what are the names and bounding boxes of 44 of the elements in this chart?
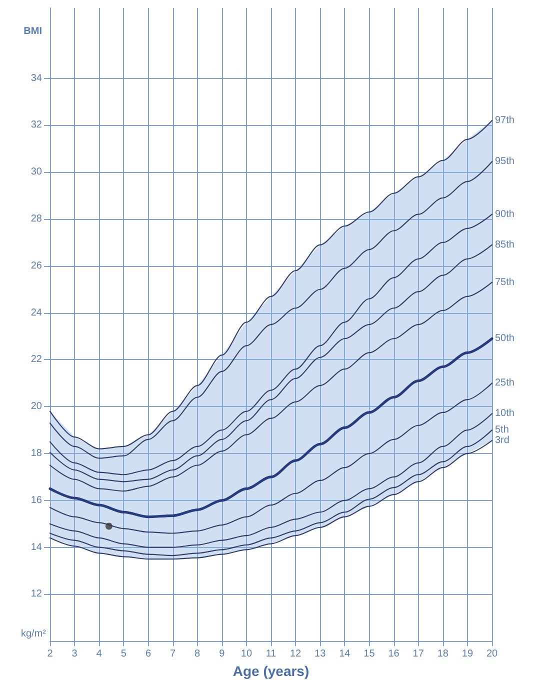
series-label: 50th xyxy=(495,333,514,344)
y-tick-label: 32 xyxy=(30,120,42,131)
series-label: 97th xyxy=(495,115,514,126)
x-tick-label: 14 xyxy=(339,648,351,660)
x-tick-label: 3 xyxy=(72,648,78,660)
y-tick-label: 28 xyxy=(30,214,42,225)
series-label: 85th xyxy=(495,239,514,250)
y-tick-label: 14 xyxy=(30,542,42,553)
series-label: 10th xyxy=(495,408,514,420)
x-tick-label: 12 xyxy=(290,648,302,660)
x-tick-label: 5 xyxy=(120,648,127,660)
x-tick-label: 20 xyxy=(486,648,498,660)
x-tick-label: 2 xyxy=(47,648,54,660)
y-tick-label: 26 xyxy=(30,260,42,272)
x-tick-label: 4 xyxy=(96,648,102,660)
y-tick-label: 30 xyxy=(30,166,42,178)
y-tick-label: 12 xyxy=(30,588,42,600)
x-tick-label: 17 xyxy=(412,648,424,660)
x-tick-label: 7 xyxy=(170,648,176,660)
x-tick-label: 13 xyxy=(314,648,326,660)
series-label: 25th xyxy=(495,378,514,389)
y-tick-label: 16 xyxy=(30,494,42,506)
series-label: 95th xyxy=(495,156,514,168)
y-axis-title: BMI xyxy=(24,26,42,37)
y-tick-label: 20 xyxy=(30,401,42,412)
x-tick-label: 15 xyxy=(364,648,376,660)
x-tick-label: 16 xyxy=(388,648,400,660)
x-tick-label: 6 xyxy=(145,648,152,660)
series-label: 5th xyxy=(495,424,509,436)
text: kg/m² xyxy=(21,628,47,640)
y-tick-label: 22 xyxy=(30,354,42,366)
x-tick-label: 11 xyxy=(266,648,277,660)
x-tick-label: 9 xyxy=(219,648,226,660)
x-tick-label: 10 xyxy=(240,648,252,660)
x-tick-label: 8 xyxy=(194,648,201,660)
x-tick-label: 19 xyxy=(462,648,474,660)
x-axis-title: Age (years) xyxy=(232,663,310,679)
y-tick-label: 24 xyxy=(30,307,42,318)
series-label: 75th xyxy=(495,276,514,288)
y-tick-label: 34 xyxy=(30,72,42,84)
series-label: 90th xyxy=(495,208,514,220)
series-label: 3rd xyxy=(495,435,510,446)
x-tick-label: 18 xyxy=(437,648,449,660)
y-tick-label: 18 xyxy=(30,448,42,460)
